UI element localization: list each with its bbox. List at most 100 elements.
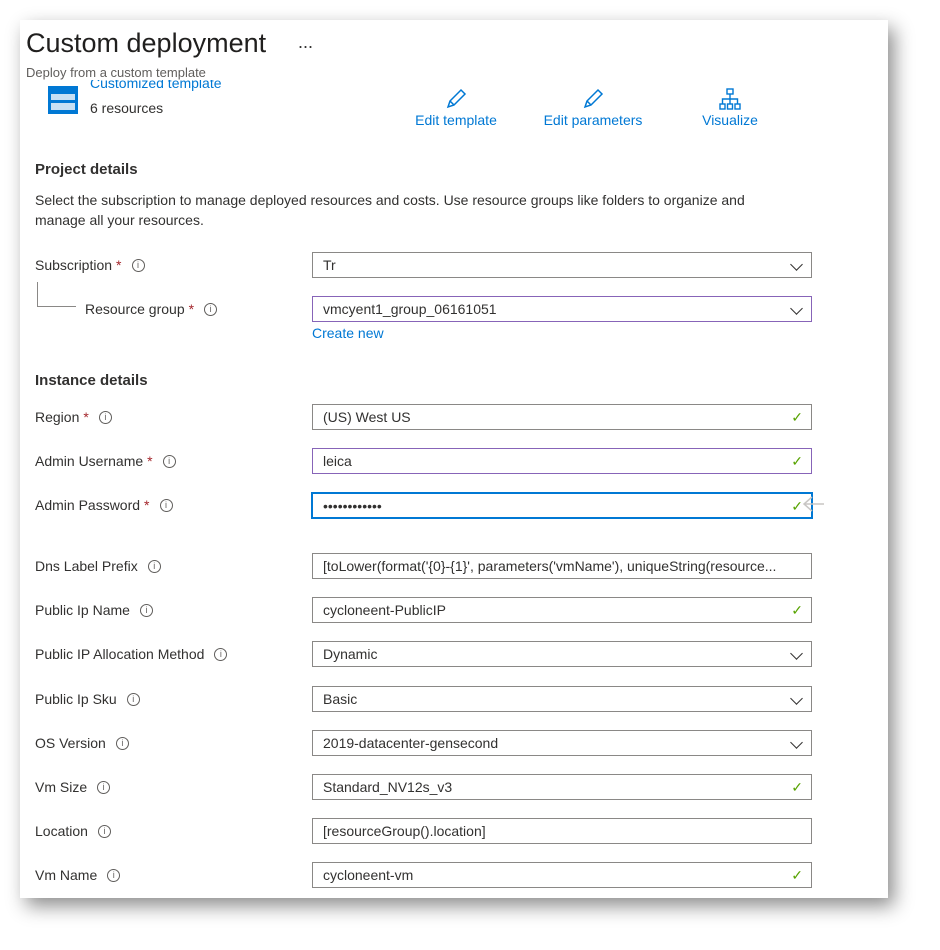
location-input[interactable]: [resourceGroup().location] [312, 818, 812, 844]
required-marker: * [188, 301, 195, 317]
field-value: [toLower(format('{0}-{1}', parameters('v… [323, 558, 777, 574]
required-marker: * [83, 409, 89, 425]
chevron-down-icon [790, 647, 803, 660]
admin-password-label: Admin Password * i [35, 497, 173, 513]
checkmark-icon: ✓ [791, 779, 803, 795]
public-ip-allocation-method-dropdown[interactable]: Dynamic [312, 641, 812, 667]
visualize-button[interactable]: Visualize [670, 88, 790, 128]
project-description: Select the subscription to manage deploy… [35, 192, 745, 228]
pencil-icon [583, 88, 604, 109]
label-text: Location [35, 823, 88, 839]
vm-name-input[interactable]: cycloneent-vm ✓ [312, 862, 812, 888]
page-title: Custom deployment [26, 28, 267, 58]
info-icon[interactable]: i [131, 258, 145, 272]
label-text: Dns Label Prefix [35, 558, 138, 574]
label-text: Public Ip Name [35, 602, 130, 618]
field-value: Dynamic [323, 646, 378, 662]
template-icon [48, 86, 78, 114]
field-value: Standard_NV12s_v3 [323, 779, 453, 795]
visualize-label: Visualize [702, 112, 758, 128]
checkmark-icon: ✓ [791, 602, 803, 618]
label-text: Region [35, 409, 80, 425]
region-input[interactable]: (US) West US ✓ [312, 404, 812, 430]
admin-username-label: Admin Username * i [35, 453, 176, 469]
region-label: Region * i [35, 409, 112, 425]
public-ip-allocation-method-label: Public IP Allocation Method i [35, 646, 228, 662]
chevron-down-icon [790, 692, 803, 705]
public-ip-sku-label: Public Ip Sku i [35, 691, 140, 707]
subscription-dropdown[interactable]: Tr [312, 252, 812, 278]
label-text: Vm Size [35, 779, 88, 795]
pencil-icon [446, 88, 467, 109]
resource-group-label: Resource group * i [85, 301, 218, 317]
label-text: Public Ip Sku [35, 691, 117, 707]
info-icon[interactable]: i [107, 868, 121, 882]
resource-count: 6 resources [90, 100, 164, 116]
info-icon[interactable]: i [97, 780, 111, 794]
tree-connector [37, 282, 76, 307]
field-value: •••••••••••• [323, 498, 382, 514]
project-details-heading: Project details [35, 161, 138, 178]
label-text: Public IP Allocation Method [35, 646, 205, 662]
instance-details-heading: Instance details [35, 372, 148, 389]
dropdown-value: Tr [323, 257, 336, 273]
arrow-indicator-icon [802, 496, 824, 512]
info-icon[interactable]: i [204, 302, 218, 316]
label-text: Subscription [35, 257, 113, 273]
checkmark-icon: ✓ [791, 409, 803, 425]
required-marker: * [147, 453, 153, 469]
hierarchy-icon [719, 88, 741, 110]
dropdown-value: vmcyent1_group_06161051 [323, 301, 497, 317]
label-text: Vm Name [35, 867, 98, 883]
label-text: Admin Username [35, 453, 144, 469]
customized-template-link[interactable]: Customized template [90, 80, 222, 91]
create-new-link[interactable]: Create new [312, 325, 384, 341]
edit-parameters-label: Edit parameters [543, 112, 643, 128]
label-text: Resource group [85, 301, 185, 317]
admin-password-input[interactable]: •••••••••••• ✓ [311, 492, 813, 519]
resource-group-dropdown[interactable]: vmcyent1_group_06161051 [312, 296, 812, 322]
info-icon[interactable]: i [159, 498, 173, 512]
edit-parameters-button[interactable]: Edit parameters [533, 88, 653, 128]
subscription-label: Subscription * i [35, 257, 145, 273]
field-value: leica [323, 453, 352, 469]
checkmark-icon: ✓ [791, 498, 803, 514]
info-icon[interactable]: i [97, 824, 111, 838]
field-value: 2019-datacenter-gensecond [323, 735, 499, 751]
admin-username-input[interactable]: leica ✓ [312, 448, 812, 474]
field-value: (US) West US [323, 409, 411, 425]
info-icon[interactable]: i [147, 559, 161, 573]
required-marker: * [144, 497, 150, 513]
more-options-button[interactable]: ... [298, 32, 314, 52]
info-icon[interactable]: i [115, 736, 129, 750]
info-icon[interactable]: i [162, 454, 176, 468]
page-subtitle: Deploy from a custom template [26, 65, 206, 80]
info-icon[interactable]: i [214, 647, 228, 661]
chevron-down-icon [790, 736, 803, 749]
edit-template-button[interactable]: Edit template [396, 88, 516, 128]
info-icon[interactable]: i [126, 692, 140, 706]
public-ip-sku-dropdown[interactable]: Basic [312, 686, 812, 712]
label-text: OS Version [35, 735, 106, 751]
vm-size-input[interactable]: Standard_NV12s_v3 ✓ [312, 774, 812, 800]
chevron-down-icon [790, 302, 803, 315]
info-icon[interactable]: i [139, 603, 153, 617]
public-ip-name-input[interactable]: cycloneent-PublicIP ✓ [312, 597, 812, 623]
field-value: Basic [323, 691, 358, 707]
public-ip-name-label: Public Ip Name i [35, 602, 153, 618]
vm-name-label: Vm Name i [35, 867, 121, 883]
edit-template-label: Edit template [415, 112, 497, 128]
vm-size-label: Vm Size i [35, 779, 111, 795]
dns-label-prefix-label: Dns Label Prefix i [35, 558, 161, 574]
os-version-dropdown[interactable]: 2019-datacenter-gensecond [312, 730, 812, 756]
label-text: Admin Password [35, 497, 141, 513]
field-value: cycloneent-vm [323, 867, 414, 883]
required-marker: * [116, 257, 122, 273]
field-value: cycloneent-PublicIP [323, 602, 446, 618]
checkmark-icon: ✓ [791, 867, 803, 883]
info-icon[interactable]: i [98, 410, 112, 424]
dns-label-prefix-input[interactable]: [toLower(format('{0}-{1}', parameters('v… [312, 553, 812, 579]
location-label: Location i [35, 823, 111, 839]
field-value: [resourceGroup().location] [323, 823, 486, 839]
os-version-label: OS Version i [35, 735, 129, 751]
